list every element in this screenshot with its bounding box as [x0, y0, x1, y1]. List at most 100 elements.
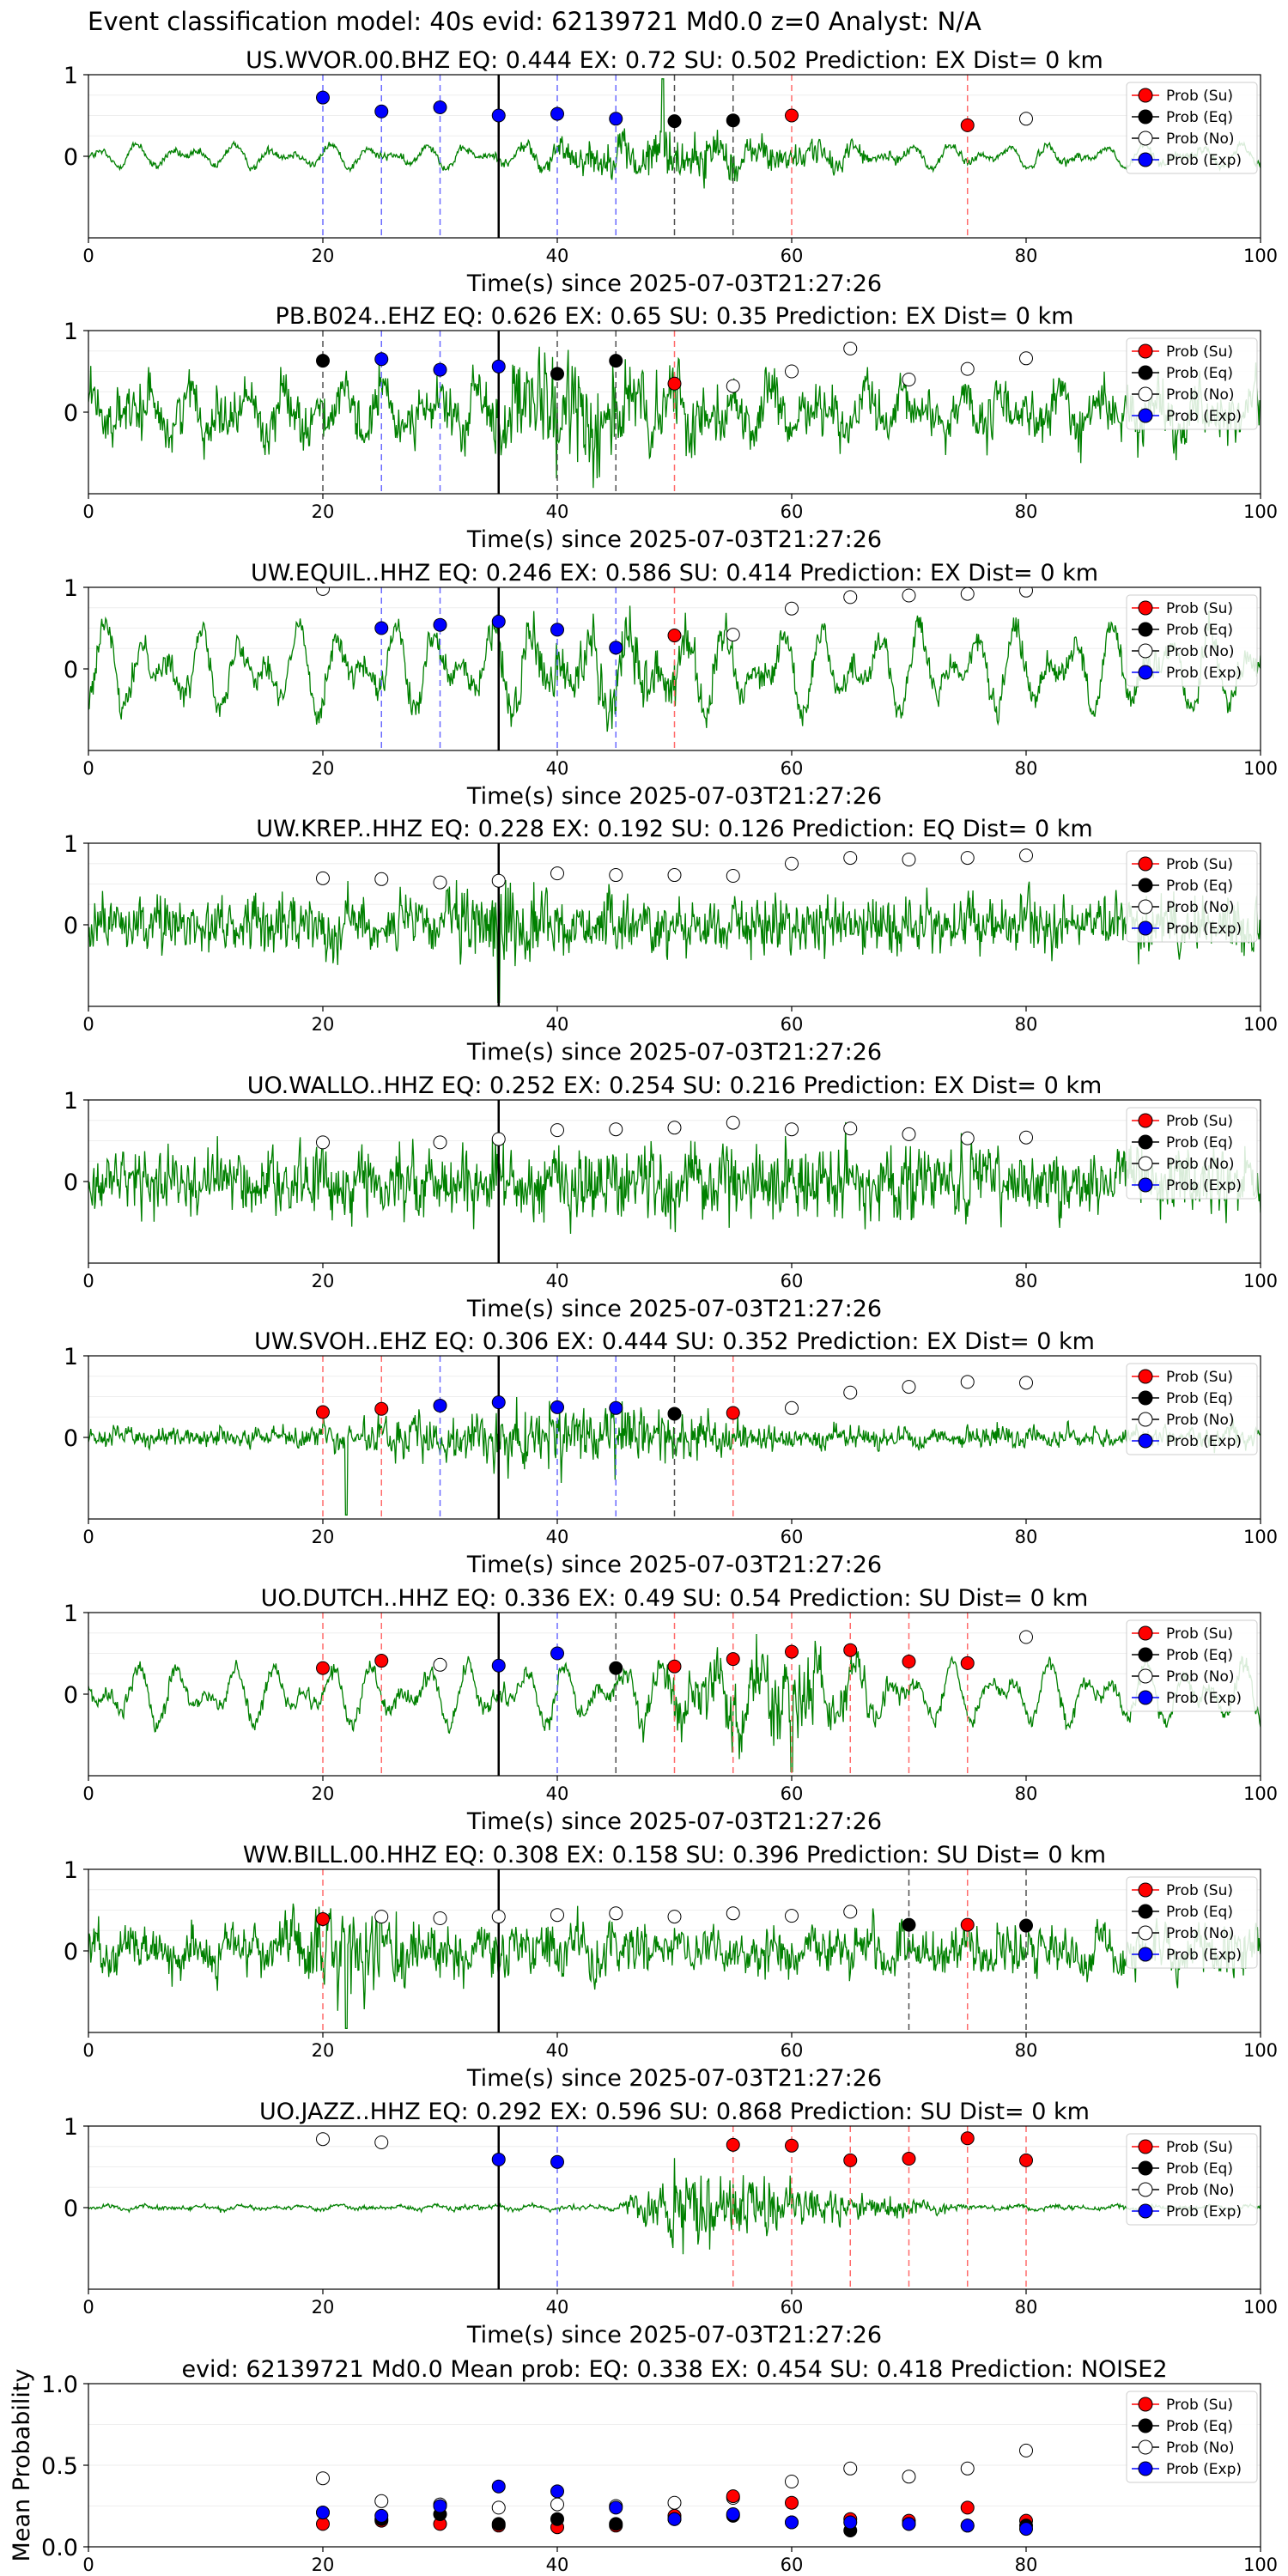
x-tick-label: 0 — [82, 1527, 94, 1547]
subplot-title: UW.SVOH..EHZ EQ: 0.306 EX: 0.444 SU: 0.3… — [254, 1328, 1095, 1355]
prob-point-no — [843, 1385, 858, 1400]
prob-point-no — [316, 2132, 330, 2147]
legend-marker-exp — [1138, 2203, 1153, 2219]
legend-marker-eq — [1138, 1647, 1153, 1662]
prob-point-su — [374, 1401, 389, 1416]
y-tick-label: 1 — [64, 1601, 78, 1627]
x-tick-label: 80 — [1015, 501, 1038, 522]
prob-point-no — [1019, 587, 1033, 598]
x-tick-label: 40 — [546, 2555, 569, 2575]
legend-label-exp: Prob (Exp) — [1166, 1177, 1242, 1194]
legend-label-eq: Prob (Eq) — [1166, 622, 1233, 639]
x-tick-label: 20 — [312, 1783, 335, 1804]
x-tick-label: 80 — [1015, 758, 1038, 779]
prob-point-eq — [667, 114, 682, 129]
x-axis-label: Time(s) since 2025-07-03T21:27:26 — [466, 2065, 882, 2092]
legend-box — [1126, 82, 1258, 174]
x-tick-label: 0 — [82, 1014, 94, 1035]
legend-marker-exp — [1138, 1177, 1153, 1193]
x-tick-label: 100 — [1243, 2555, 1278, 2575]
prob-point-no — [1019, 112, 1033, 126]
legend-label-eq: Prob (Eq) — [1166, 1390, 1233, 1407]
subplot-4: UW.KREP..HHZ EQ: 0.228 EX: 0.192 SU: 0.1… — [64, 816, 1278, 1066]
mean-prob-point-exp — [609, 2500, 623, 2515]
x-tick-label: 60 — [781, 758, 804, 779]
mean-prob-point-exp — [550, 2484, 564, 2499]
prob-point-no — [609, 868, 623, 883]
waveform-trace — [88, 879, 1261, 1003]
x-tick-label: 0 — [82, 501, 94, 522]
subplot-6: UW.SVOH..EHZ EQ: 0.306 EX: 0.444 SU: 0.3… — [64, 1328, 1278, 1578]
y-tick-label: 1 — [64, 1344, 78, 1370]
legend-marker-no — [1138, 643, 1153, 659]
legend-marker-eq — [1138, 1134, 1153, 1150]
x-tick-label: 100 — [1243, 758, 1278, 779]
waveform-trace — [88, 2158, 1261, 2255]
x-axis-label: Time(s) since 2025-07-03T21:27:26 — [466, 783, 882, 810]
y-tick-label: 0 — [64, 1170, 78, 1196]
mean-prob-point-exp — [902, 2517, 916, 2531]
figure-title: Event classification model: 40s evid: 62… — [88, 7, 981, 36]
prob-point-no — [433, 1135, 447, 1150]
legend-marker-exp — [1138, 2461, 1153, 2476]
mean-prob-point-eq — [609, 2517, 623, 2531]
prob-point-no — [433, 1911, 447, 1925]
legend-label-no: Prob (No) — [1166, 1925, 1235, 1942]
subplot-1: US.WVOR.00.BHZ EQ: 0.444 EX: 0.72 SU: 0.… — [64, 47, 1278, 297]
x-tick-label: 20 — [312, 1527, 335, 1547]
prob-point-no — [843, 341, 858, 355]
prob-point-su — [843, 2153, 858, 2167]
x-axis-label: Time(s) since 2025-07-03T21:27:26 — [466, 1552, 882, 1578]
x-tick-label: 100 — [1243, 1014, 1278, 1035]
mean-prob-point-exp — [785, 2515, 799, 2530]
prob-point-exp — [433, 1398, 447, 1413]
legend-marker-eq — [1138, 109, 1153, 125]
x-tick-label: 80 — [1015, 1527, 1038, 1547]
x-tick-label: 20 — [312, 501, 335, 522]
mean-prob-point-no — [316, 2471, 330, 2486]
prob-point-exp — [550, 1400, 564, 1414]
plot-area — [88, 331, 1261, 494]
subplot-title: UO.DUTCH..HHZ EQ: 0.336 EX: 0.49 SU: 0.5… — [261, 1585, 1089, 1612]
y-tick-label: 0 — [64, 144, 78, 171]
legend-label-no: Prob (No) — [1166, 2439, 1235, 2457]
x-tick-label: 80 — [1015, 246, 1038, 266]
x-tick-label: 60 — [781, 2297, 804, 2318]
prob-point-eq — [550, 367, 564, 381]
x-tick-label: 80 — [1015, 2297, 1038, 2318]
legend-marker-eq — [1138, 1390, 1153, 1406]
subplot-title: evid: 62139721 Md0.0 Mean prob: EQ: 0.33… — [181, 2356, 1167, 2383]
legend-marker-no — [1138, 1412, 1153, 1427]
legend-box — [1126, 1107, 1258, 1200]
plot-area — [88, 1613, 1261, 1776]
prob-point-su — [667, 376, 682, 391]
prob-point-su — [316, 1661, 330, 1675]
prob-point-exp — [433, 362, 447, 377]
x-tick-label: 80 — [1015, 2555, 1038, 2575]
prob-point-su — [726, 2137, 740, 2152]
y-tick-label: 0 — [64, 657, 78, 683]
prob-point-no — [726, 628, 740, 642]
legend-label-no: Prob (No) — [1166, 899, 1235, 916]
x-tick-label: 40 — [546, 758, 569, 779]
prob-point-no — [902, 853, 916, 866]
x-tick-label: 0 — [82, 246, 94, 266]
x-axis-label: Time(s) since 2025-07-03T21:27:26 — [466, 2322, 882, 2348]
prob-point-exp — [550, 106, 564, 121]
legend-box — [1126, 1876, 1258, 1969]
legend-label-su: Prob (Su) — [1166, 1369, 1233, 1386]
legend-label-exp: Prob (Exp) — [1166, 1690, 1242, 1707]
axes-frame — [88, 1868, 1261, 2033]
x-tick-label: 0 — [82, 2555, 94, 2575]
legend-label-su: Prob (Su) — [1166, 1113, 1233, 1130]
subplot-title: WW.BILL.00.HHZ EQ: 0.308 EX: 0.158 SU: 0… — [243, 1842, 1106, 1868]
x-axis-label: Time(s) since 2025-07-03T21:27:26 — [466, 270, 882, 297]
prob-point-eq — [667, 1406, 682, 1421]
legend-label-no: Prob (No) — [1166, 386, 1235, 404]
mean-prob-point-su — [960, 2500, 975, 2515]
prob-point-no — [726, 869, 740, 883]
legend-marker-no — [1138, 386, 1153, 402]
legend-label-exp: Prob (Exp) — [1166, 408, 1242, 425]
y-axis-label: Mean Probability — [9, 2369, 35, 2562]
prob-point-su — [960, 1917, 975, 1932]
